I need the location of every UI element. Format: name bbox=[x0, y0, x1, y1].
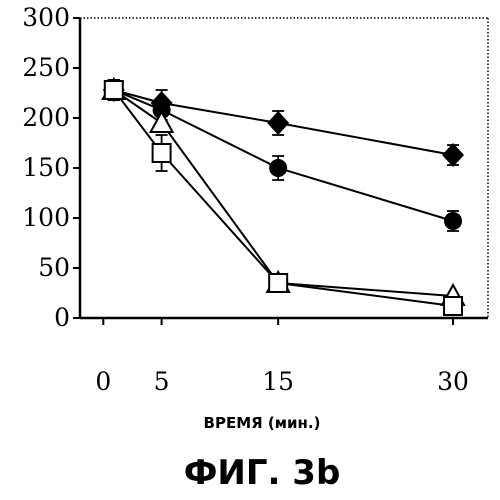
data-point-square bbox=[153, 144, 171, 162]
data-point-square bbox=[269, 274, 287, 292]
tick-labels: 300 250 200 150 100 50 0 0 5 15 30 bbox=[22, 3, 469, 396]
data-point-circle bbox=[444, 212, 462, 230]
x-tick-label: 0 bbox=[95, 367, 111, 396]
y-tick-label: 200 bbox=[22, 103, 70, 132]
x-axis-label: ВРЕМЯ (мин.) bbox=[204, 414, 321, 432]
data-point-square bbox=[105, 81, 123, 99]
y-tick-label: 100 bbox=[22, 203, 70, 232]
y-tick-label: 0 bbox=[54, 303, 70, 332]
axis-ticks bbox=[73, 18, 453, 325]
y-tick-label: 300 bbox=[22, 3, 70, 32]
x-tick-label: 15 bbox=[262, 367, 294, 396]
x-tick-label: 5 bbox=[154, 367, 170, 396]
data-point-diamond bbox=[442, 143, 464, 167]
y-tick-label: 50 bbox=[38, 253, 70, 282]
data-point-square bbox=[444, 297, 462, 315]
data-point-triangle bbox=[151, 112, 173, 132]
figure-caption: ФИГ. 3b bbox=[184, 453, 341, 493]
series-markers bbox=[103, 78, 464, 315]
data-point-diamond bbox=[267, 111, 289, 135]
y-tick-label: 250 bbox=[22, 53, 70, 82]
x-tick-label: 30 bbox=[437, 367, 469, 396]
data-point-circle bbox=[269, 159, 287, 177]
y-tick-label: 150 bbox=[22, 153, 70, 182]
